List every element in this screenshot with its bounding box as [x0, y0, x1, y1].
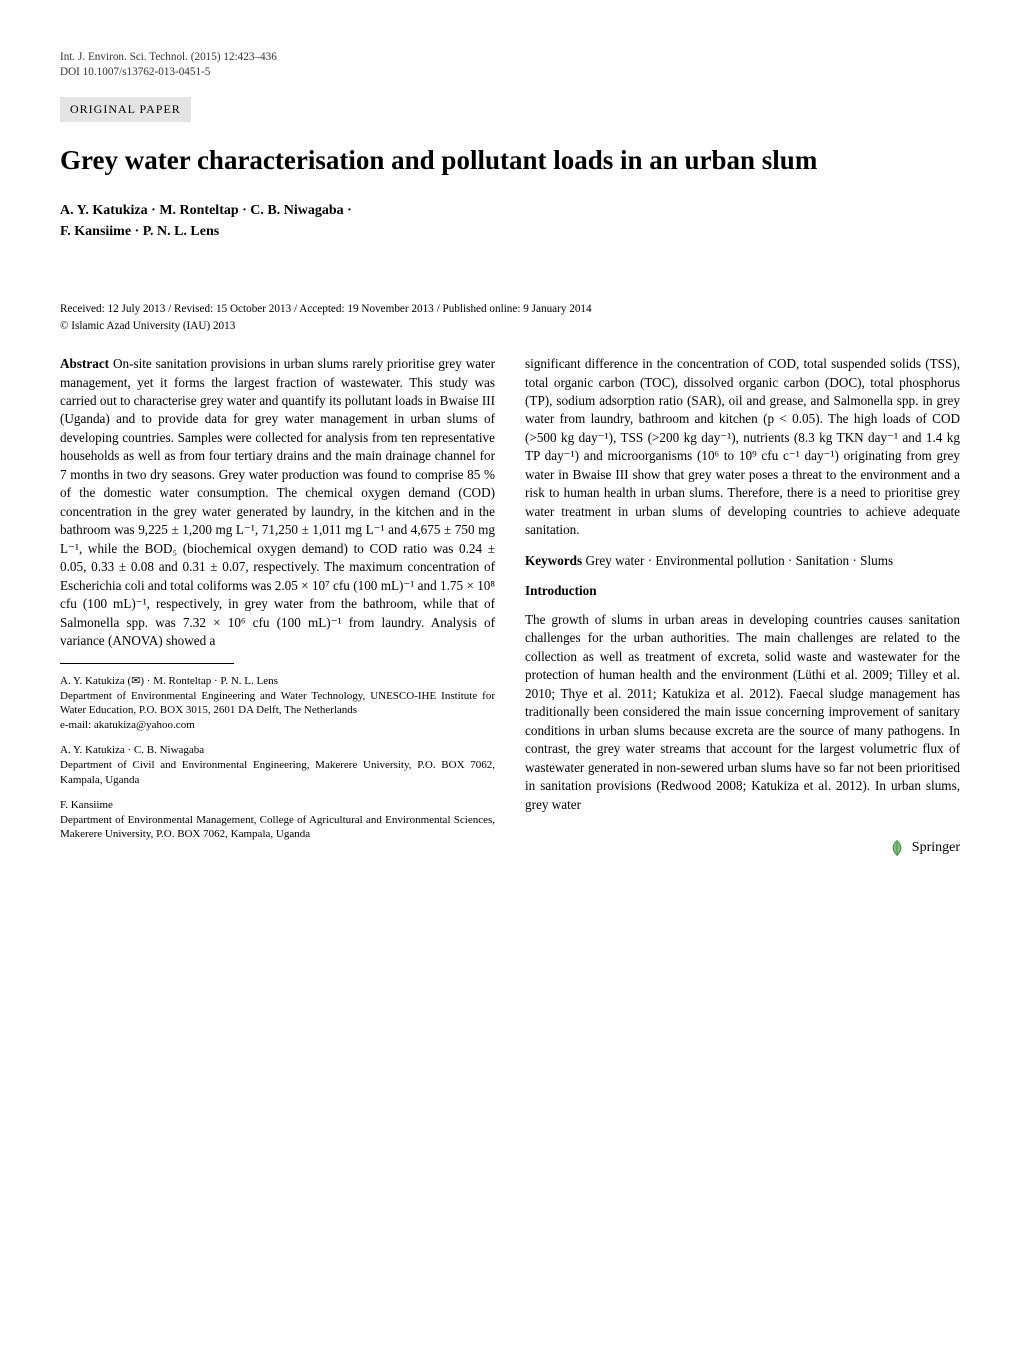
abstract-right-text: significant difference in the concentrat… [525, 355, 960, 540]
affiliation-3-dept: Department of Environmental Management, … [60, 813, 495, 843]
affiliation-3-authors: F. Kansiime [60, 798, 495, 813]
abstract-paragraph: Abstract On-site sanitation provisions i… [60, 355, 495, 651]
affiliation-3: F. Kansiime Department of Environmental … [60, 798, 495, 843]
leaf-icon [888, 839, 906, 857]
authors: A. Y. Katukiza · M. Ronteltap · C. B. Ni… [60, 200, 960, 242]
keywords-label: Keywords [525, 553, 582, 568]
copyright-line: © Islamic Azad University (IAU) 2013 [60, 319, 960, 335]
introduction-heading: Introduction [525, 582, 960, 600]
two-column-region: Abstract On-site sanitation provisions i… [60, 355, 960, 858]
right-column: significant difference in the concentrat… [525, 355, 960, 858]
affiliation-2: A. Y. Katukiza · C. B. Niwagaba Departme… [60, 743, 495, 788]
footer-row: Springer [525, 838, 960, 858]
received-line: Received: 12 July 2013 / Revised: 15 Oct… [60, 302, 960, 318]
affiliation-1-dept: Department of Environmental Engineering … [60, 689, 495, 719]
doi-line: DOI 10.1007/s13762-013-0451-5 [60, 65, 960, 80]
keywords-text: Grey water · Environmental pollution · S… [582, 553, 893, 568]
header-meta: Int. J. Environ. Sci. Technol. (2015) 12… [60, 50, 960, 79]
affiliation-1: A. Y. Katukiza (✉) · M. Ronteltap · P. N… [60, 674, 495, 733]
introduction-text: The growth of slums in urban areas in de… [525, 611, 960, 814]
affiliation-2-dept: Department of Civil and Environmental En… [60, 758, 495, 788]
section-label: ORIGINAL PAPER [60, 97, 191, 122]
abstract-left-text: On-site sanitation provisions in urban s… [60, 356, 495, 648]
keywords-paragraph: Keywords Grey water · Environmental poll… [525, 552, 960, 570]
authors-line-1: A. Y. Katukiza · M. Ronteltap · C. B. Ni… [60, 200, 960, 221]
abstract-label: Abstract [60, 356, 109, 371]
left-column: Abstract On-site sanitation provisions i… [60, 355, 495, 858]
affiliation-separator [60, 663, 234, 664]
authors-line-2: F. Kansiime · P. N. L. Lens [60, 221, 960, 242]
affiliations: A. Y. Katukiza (✉) · M. Ronteltap · P. N… [60, 674, 495, 842]
affiliation-1-authors: A. Y. Katukiza (✉) · M. Ronteltap · P. N… [60, 674, 495, 689]
publisher-name: Springer [912, 838, 960, 858]
publisher-logo: Springer [888, 838, 960, 858]
journal-line: Int. J. Environ. Sci. Technol. (2015) 12… [60, 50, 960, 65]
affiliation-1-email: e-mail: akatukiza@yahoo.com [60, 718, 495, 733]
affiliation-2-authors: A. Y. Katukiza · C. B. Niwagaba [60, 743, 495, 758]
page-title: Grey water characterisation and pollutan… [60, 144, 960, 178]
